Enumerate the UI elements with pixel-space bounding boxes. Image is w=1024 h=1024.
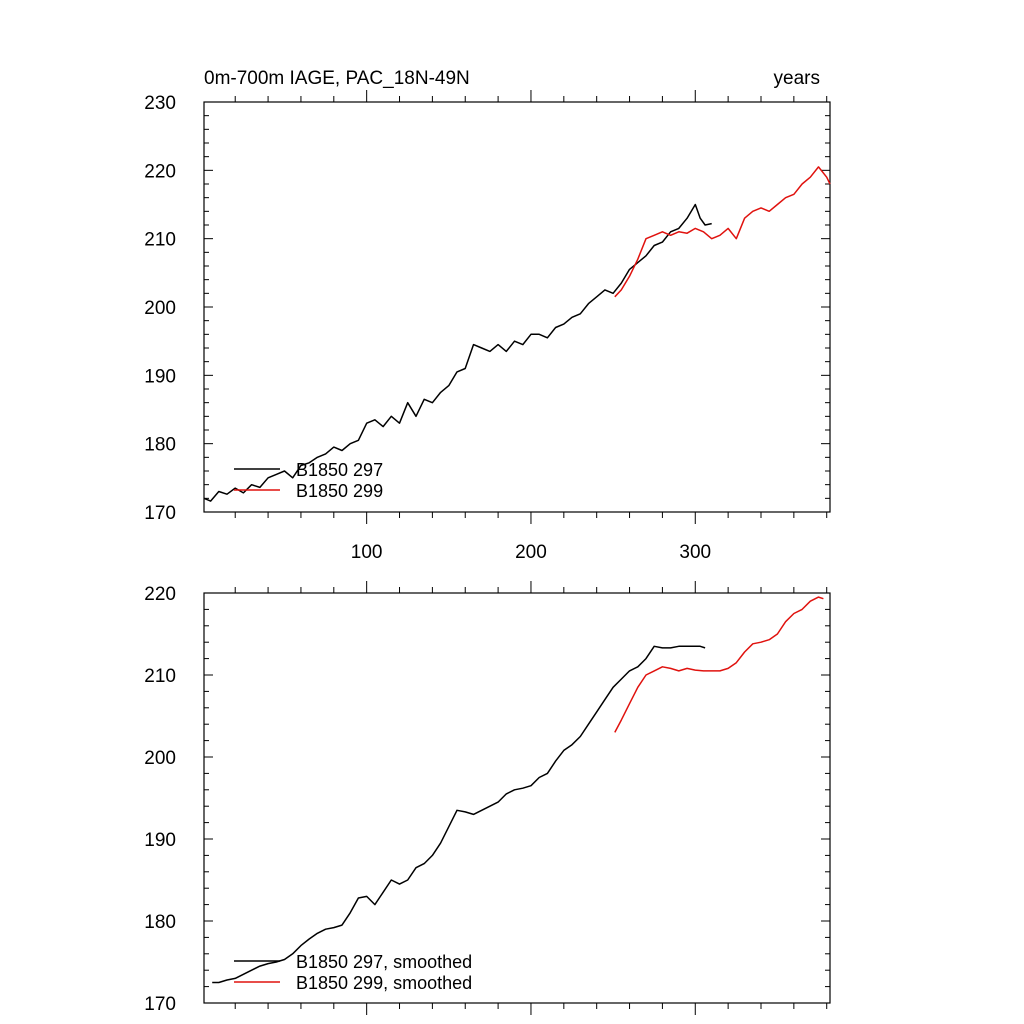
x-tick-label: 100: [351, 542, 383, 563]
chart-units-label: years: [774, 68, 820, 89]
y-tick-label: 170: [144, 503, 176, 524]
legend-entry: B1850 299, smoothed: [296, 973, 472, 993]
legend-entry: B1850 297, smoothed: [296, 952, 472, 972]
y-tick-label: 220: [144, 584, 176, 605]
y-tick-label: 170: [144, 994, 176, 1015]
y-tick-label: 200: [144, 298, 176, 319]
y-tick-label: 210: [144, 230, 176, 251]
chart-title: 0m-700m IAGE, PAC_18N-49N: [204, 68, 470, 89]
y-tick-label: 210: [144, 666, 176, 687]
y-tick-label: 180: [144, 912, 176, 933]
plot-frame: [203, 592, 831, 1004]
top-panel: 170 180 190 200 210 220 230 100 200 300 0m-700m IA…: [144, 68, 831, 563]
y-tick-label: 220: [144, 161, 176, 182]
plot-frame: [203, 101, 831, 513]
y-tick-label: 200: [144, 748, 176, 769]
x-tick-label: 300: [679, 542, 711, 563]
series-line-299: [614, 166, 831, 298]
bottom-panel: 170 180 190 200 210 220 B1850 297, smoothedB18…: [144, 581, 831, 1015]
series-line-297: [203, 203, 712, 502]
y-tick-label: 190: [144, 830, 176, 851]
y-tick-label: 230: [144, 93, 176, 114]
x-tick-label: 200: [515, 542, 547, 563]
y-tick-label: 190: [144, 366, 176, 387]
y-tick-label: 180: [144, 435, 176, 456]
legend-entry: B1850 299: [296, 481, 383, 501]
series-line-297: [212, 645, 706, 984]
legend-entry: B1850 297: [296, 460, 383, 480]
series-line-299: [614, 596, 824, 733]
